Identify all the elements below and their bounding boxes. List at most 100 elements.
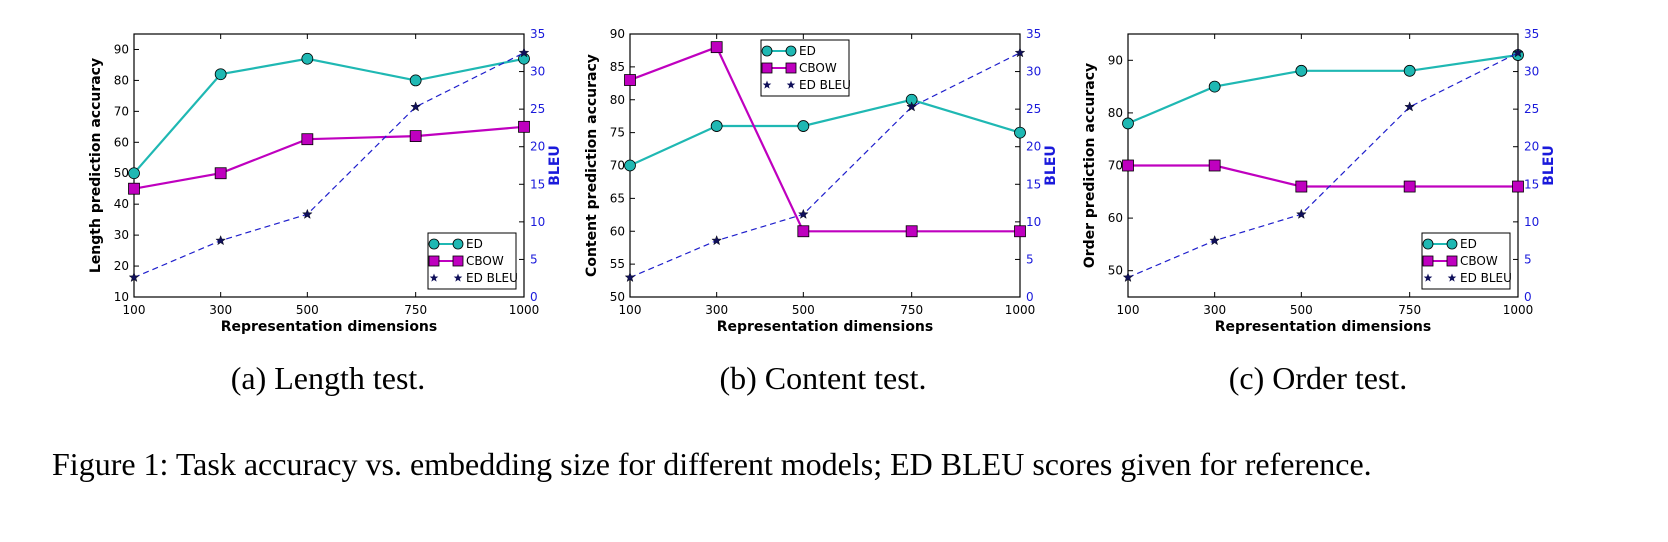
x-tick-label: 300 — [705, 303, 728, 317]
legend-marker-ed-bleu — [762, 80, 772, 89]
legend: ED CBOW ED BLEU — [427, 232, 518, 290]
x-tick-label: 750 — [404, 303, 427, 317]
chart-a: 100 300 500 750 1000 10 20 30 40 50 60 70 80 90 0 5 10 15… — [88, 27, 563, 335]
point-ed — [1295, 64, 1308, 77]
legend-marker-ed-bleu — [1423, 273, 1433, 282]
legend-marker-cbow — [428, 255, 440, 267]
y2-axis-label: BLEU — [547, 145, 563, 186]
legend-marker-ed-bleu — [786, 80, 796, 89]
legend-label: ED — [1460, 237, 1477, 251]
legend-label: ED BLEU — [466, 271, 518, 285]
y-tick-label: 10 — [114, 290, 129, 304]
legend-label: ED BLEU — [799, 78, 851, 92]
point-ed-bleu — [518, 47, 530, 58]
series-line-ed — [629, 98, 1021, 167]
legend-marker-ed — [761, 45, 773, 57]
y2-tick-label: 0 — [1026, 290, 1034, 304]
legend-label: ED — [799, 44, 816, 58]
y2-tick-label: 15 — [530, 177, 545, 191]
point-ed — [797, 120, 810, 132]
legend-marker-cbow — [1446, 255, 1458, 267]
point-ed — [128, 167, 140, 180]
y2-tick-label: 15 — [1026, 177, 1041, 191]
y-tick-label: 40 — [114, 197, 129, 211]
point-ed-bleu — [128, 271, 140, 282]
point-cbow — [710, 41, 723, 54]
y-tick-label: 50 — [610, 290, 625, 304]
x-tick-label: 300 — [209, 303, 232, 317]
series-line-ed — [133, 57, 525, 174]
legend-marker-ed — [428, 238, 440, 250]
subcaption-c: (c) Order test. — [1228, 360, 1408, 396]
point-cbow — [1512, 180, 1524, 193]
y2-tick-label: 0 — [530, 290, 538, 304]
legend-marker-ed-bleu — [1447, 273, 1457, 282]
point-ed-bleu — [1296, 208, 1307, 219]
legend: ED CBOW ED BLEU — [760, 39, 851, 97]
x-tick-label: 100 — [619, 303, 642, 317]
legend-marker-ed — [452, 238, 464, 250]
point-cbow — [1122, 159, 1134, 172]
point-cbow — [128, 182, 140, 195]
y2-tick-label: 10 — [1524, 215, 1539, 229]
y-tick-label: 70 — [1108, 159, 1123, 173]
point-cbow — [1295, 180, 1308, 193]
x-tick-label: 500 — [1290, 303, 1313, 317]
legend-label: ED — [466, 237, 483, 251]
point-ed — [409, 74, 422, 87]
x-tick-label: 750 — [1398, 303, 1421, 317]
y2-tick-label: 0 — [1524, 290, 1532, 304]
x-axis-label: Representation dimensions — [1215, 319, 1432, 335]
y2-tick-label: 35 — [1524, 27, 1539, 41]
legend-marker-cbow — [452, 255, 464, 267]
y-tick-label: 70 — [114, 104, 129, 118]
point-cbow — [1403, 180, 1416, 193]
legend: ED CBOW ED BLEU — [1421, 232, 1512, 290]
y2-axis-label: BLEU — [1043, 145, 1059, 186]
point-ed-bleu — [410, 101, 421, 112]
y2-tick-label: 15 — [1524, 177, 1539, 191]
point-cbow — [624, 74, 636, 86]
x-tick-label: 750 — [900, 303, 923, 317]
y2-tick-label: 20 — [530, 140, 545, 154]
y-tick-label: 50 — [1108, 264, 1123, 278]
point-ed — [624, 159, 636, 172]
point-cbow — [518, 120, 530, 133]
y-tick-label: 60 — [114, 135, 129, 149]
x-tick-label: 500 — [792, 303, 815, 317]
legend-label: CBOW — [466, 254, 504, 268]
point-ed-bleu — [798, 208, 809, 219]
y-tick-label: 80 — [1108, 106, 1123, 120]
y-tick-label: 80 — [114, 73, 129, 87]
point-ed-bleu — [1404, 101, 1415, 112]
point-ed — [301, 52, 314, 65]
legend-marker-ed — [1422, 238, 1434, 250]
legend-marker-cbow — [785, 62, 797, 74]
y-tick-label: 65 — [610, 191, 625, 205]
y2-tick-label: 25 — [530, 102, 545, 116]
y-tick-label: 55 — [610, 257, 625, 271]
y-tick-label: 75 — [610, 126, 625, 140]
point-cbow — [409, 130, 422, 143]
point-ed-bleu — [624, 271, 636, 282]
point-ed — [710, 120, 723, 132]
y-tick-label: 90 — [1108, 53, 1123, 67]
y2-tick-label: 5 — [1026, 252, 1034, 266]
legend-marker-cbow — [1422, 255, 1434, 267]
subcaption-a: (a) Length test. — [230, 360, 426, 396]
x-tick-label: 100 — [123, 303, 146, 317]
point-cbow — [301, 133, 314, 146]
legend-marker-ed — [1446, 238, 1458, 250]
y2-tick-label: 30 — [530, 65, 545, 79]
y-tick-label: 85 — [610, 60, 625, 74]
point-ed-bleu — [1014, 47, 1026, 58]
legend-marker-ed-bleu — [453, 273, 463, 282]
y-tick-label: 50 — [114, 166, 129, 180]
legend-marker-ed — [785, 45, 797, 57]
y2-tick-label: 20 — [1026, 140, 1041, 154]
figure-label: Figure 1: — [52, 446, 169, 482]
y2-tick-label: 5 — [530, 252, 538, 266]
point-ed — [1208, 80, 1221, 93]
figure-caption: Figure 1: Task accuracy vs. embedding si… — [52, 446, 1372, 483]
